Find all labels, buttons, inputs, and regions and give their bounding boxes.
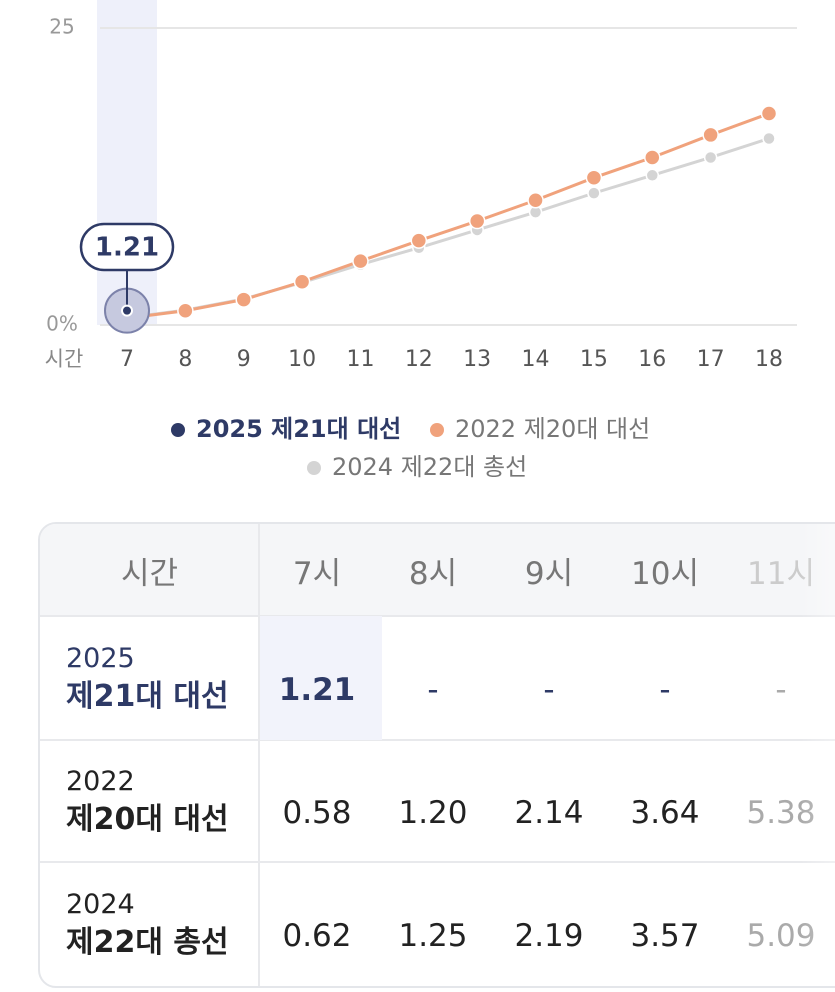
legend-dot <box>171 423 185 437</box>
header-cell: 7시 <box>292 555 342 592</box>
marker <box>702 126 719 144</box>
row-name: 제20대 대선 <box>66 802 229 837</box>
series-line <box>126 137 770 320</box>
data-label: 1.21 <box>95 233 159 263</box>
x-tick-label: 11 <box>346 347 374 372</box>
marker <box>645 168 660 183</box>
chart: 0% 25 시간 7 8 9 10 11 12 13 14 15 16 17 18 1.21 2025 제21대… <box>45 0 797 481</box>
table-cell: - <box>427 672 439 708</box>
x-tick-label: 13 <box>463 347 491 372</box>
marker <box>468 212 486 230</box>
x-tick-label: 9 <box>237 347 251 372</box>
marker <box>235 291 252 308</box>
header-cell: 8시 <box>408 555 458 592</box>
series-line <box>126 112 770 320</box>
fade <box>800 524 835 986</box>
table-cell: - <box>659 672 671 708</box>
table-cell: 2.19 <box>514 918 584 954</box>
x-tick-label: 14 <box>522 347 550 372</box>
marker <box>585 169 603 186</box>
x-tick-label: 18 <box>755 347 783 372</box>
table-cell: - <box>543 672 555 708</box>
table-cell: 3.57 <box>630 918 700 954</box>
table-cell: 3.64 <box>630 795 700 831</box>
legend-label: 2024 제22대 총선 <box>332 453 527 481</box>
row-label: 2025 제21대 대선 <box>40 616 259 740</box>
table-cell: 1.21 <box>278 672 356 708</box>
marker <box>587 186 601 200</box>
row-name: 제22대 총선 <box>66 925 229 960</box>
marker <box>703 150 718 165</box>
marker <box>121 304 133 317</box>
row-label: 2022 제20대 대선 <box>40 740 259 862</box>
row-year: 2024 <box>66 889 135 920</box>
legend-label: 2022 제20대 대선 <box>455 415 650 443</box>
header-cell: 10시 <box>631 555 699 592</box>
x-tick-label: 15 <box>580 347 608 372</box>
marker <box>527 192 544 209</box>
table: 시간 7시 8시 9시 10시 11시 2025 제21대 대선 1.21- - - -2022 제20… <box>38 522 835 988</box>
header-cell: 시간 <box>120 555 179 592</box>
marker <box>177 302 194 319</box>
y-tick-label: 25 <box>49 15 74 39</box>
x-tick-label: 7 <box>120 347 134 372</box>
marker <box>644 149 661 166</box>
x-tick-label: 12 <box>405 347 433 372</box>
x-tick-label: 10 <box>288 347 316 372</box>
row-label: 2024 제22대 총선 <box>40 862 259 986</box>
row-divider <box>40 615 835 617</box>
table-cell: 2.14 <box>514 795 584 831</box>
table-cell: 1.20 <box>398 795 468 831</box>
row-divider <box>40 861 835 863</box>
x-axis-label: 시간 <box>45 347 84 371</box>
legend-label: 2025 제21대 대선 <box>196 415 401 443</box>
row-year: 2025 <box>66 643 135 674</box>
x-tick-label: 17 <box>697 347 725 372</box>
table-cell: 0.62 <box>282 918 352 954</box>
header-bg <box>40 524 835 616</box>
marker <box>762 131 776 146</box>
legend-dot <box>307 461 321 475</box>
row-divider <box>40 739 835 741</box>
row-name: 제21대 대선 <box>66 679 229 714</box>
marker <box>410 232 428 249</box>
table-cell: - <box>775 672 787 708</box>
row-year: 2022 <box>66 766 135 797</box>
legend-dot <box>430 423 444 437</box>
marker <box>760 105 778 122</box>
header-cell: 9시 <box>524 555 574 592</box>
table-cell: 0.58 <box>282 795 352 831</box>
x-tick-label: 16 <box>638 347 666 372</box>
highlight-cell <box>260 616 382 740</box>
table-cell: 1.25 <box>398 918 468 954</box>
marker <box>352 252 369 270</box>
col-divider <box>258 524 260 986</box>
y-tick-label: 0% <box>46 312 78 336</box>
marker <box>293 273 311 291</box>
callout-box <box>79 222 175 272</box>
x-tick-label: 8 <box>178 347 192 372</box>
